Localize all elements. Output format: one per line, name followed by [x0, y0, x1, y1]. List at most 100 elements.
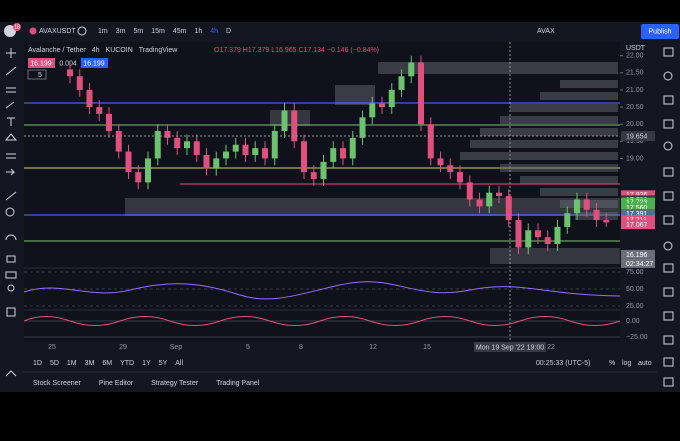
price-badge	[621, 209, 655, 219]
interval-button[interactable]: D	[226, 28, 231, 35]
candle-body	[476, 199, 483, 207]
range-button[interactable]: YTD	[120, 360, 134, 367]
legend-title: Avalanche / Tether	[28, 47, 86, 54]
candle-body	[262, 148, 268, 159]
publish-button[interactable]	[641, 24, 679, 39]
candle-body	[398, 76, 405, 90]
scale-option[interactable]: auto	[638, 360, 652, 367]
legend-exchange: KUCOIN	[106, 47, 133, 54]
candle-body	[232, 144, 239, 152]
osc-tick-label: 0.00	[626, 318, 640, 325]
bid-box[interactable]	[28, 58, 55, 68]
candle-body	[418, 62, 424, 125]
legend-interval: 4h	[92, 47, 100, 54]
badge: 18	[14, 24, 20, 30]
range-button[interactable]: 1Y	[142, 360, 151, 367]
currency[interactable]: USDT	[626, 45, 646, 52]
y-tick-label: 20.50	[626, 104, 644, 111]
candle-body	[535, 230, 541, 238]
candle-body	[271, 131, 278, 159]
publish-label[interactable]: Publish	[649, 28, 672, 35]
price-badge	[621, 215, 655, 225]
range-button[interactable]: 6M	[102, 360, 112, 367]
tool-icons[interactable]	[4, 48, 18, 377]
scale-option[interactable]: %	[609, 360, 615, 367]
candle-body	[106, 113, 112, 132]
bid[interactable]: 16.199	[30, 60, 52, 67]
rsi-tick-label: 50.00	[626, 286, 644, 293]
scale-option[interactable]: log	[622, 360, 631, 367]
candle-body	[369, 103, 376, 118]
candle-body	[291, 110, 298, 142]
candle-body	[515, 220, 522, 248]
candle-body	[115, 131, 122, 152]
y-tick-label: 19.50	[626, 138, 644, 145]
interval-button[interactable]: 1h	[194, 28, 202, 35]
interval-button[interactable]: 1m	[98, 28, 108, 35]
price-label: 17.067	[626, 222, 648, 229]
countdown: 02:34:27	[626, 261, 653, 268]
clock: 00:25:33 (UTC-5)	[536, 360, 590, 367]
bottom-tab[interactable]: Pine Editor	[99, 380, 134, 387]
legend-title: Avalanche / Tether 4h KUCOIN TradingView	[28, 47, 178, 54]
compare[interactable]: AVAX	[537, 28, 555, 35]
ask-box[interactable]	[81, 58, 108, 68]
candle-body	[564, 213, 571, 227]
price-label: 17.560	[626, 205, 648, 212]
interval-button[interactable]: 4h	[210, 28, 218, 35]
price-label: 17.723	[626, 199, 648, 206]
range-button[interactable]: 5Y	[159, 360, 168, 367]
x-tick-label: 15	[423, 344, 431, 351]
ask[interactable]: 16.199	[83, 60, 105, 67]
candle-body	[281, 110, 288, 132]
candle-body	[349, 137, 356, 159]
sidebar-icons[interactable]	[663, 47, 674, 387]
candle-body	[603, 220, 610, 223]
candle-body	[437, 158, 444, 166]
interval-button[interactable]: 5m	[133, 28, 143, 35]
y-tick-label: 22.00	[626, 53, 644, 60]
bottom-tab[interactable]: Stock Screener	[33, 380, 82, 387]
range-button[interactable]: 1D	[33, 360, 42, 367]
range-button[interactable]: 3M	[85, 360, 95, 367]
y-tick-label: 19.00	[626, 155, 644, 162]
indicator-count[interactable]: 5	[38, 72, 42, 79]
candle-body	[554, 226, 561, 245]
range-button[interactable]: All	[175, 360, 183, 367]
candle-body	[125, 151, 132, 173]
interval-button[interactable]: 45m	[173, 28, 187, 35]
price-badge	[621, 203, 655, 213]
bottom-tab[interactable]: Strategy Tester	[151, 380, 199, 387]
badge-dot	[13, 23, 21, 31]
bottom-tab[interactable]: Trading Panel	[216, 380, 260, 387]
candle-body	[184, 141, 190, 149]
rsi-tick-label: 75.00	[626, 269, 644, 276]
legend-source: TradingView	[139, 47, 178, 54]
x-tick-label: Sep	[170, 344, 183, 351]
avatar[interactable]	[4, 25, 16, 37]
candle-body	[388, 89, 395, 108]
candle-body	[96, 107, 103, 114]
y-tick-label: 21.00	[626, 87, 644, 94]
range-button[interactable]: 1M	[67, 360, 77, 367]
x-tick-label: 12	[369, 344, 377, 351]
candle-body	[252, 148, 259, 155]
candle-body	[544, 237, 551, 245]
candle-body	[154, 131, 161, 159]
indicator-toggle[interactable]	[27, 69, 47, 80]
y-tick-label: 20.00	[626, 121, 644, 128]
candle-body	[457, 172, 463, 183]
range-button[interactable]: 5D	[50, 360, 59, 367]
price-badge	[621, 197, 655, 207]
candle-body	[135, 172, 142, 183]
add-symbol[interactable]	[77, 26, 87, 36]
interval-button[interactable]: 15m	[151, 28, 165, 35]
range-bar	[22, 352, 657, 372]
interval-button[interactable]: 3m	[116, 28, 126, 35]
candle-body	[310, 172, 317, 179]
candle-body	[86, 89, 93, 108]
symbol[interactable]: AVAXUSDT	[39, 28, 76, 35]
price-badge	[621, 220, 655, 230]
candle-body	[408, 62, 415, 77]
